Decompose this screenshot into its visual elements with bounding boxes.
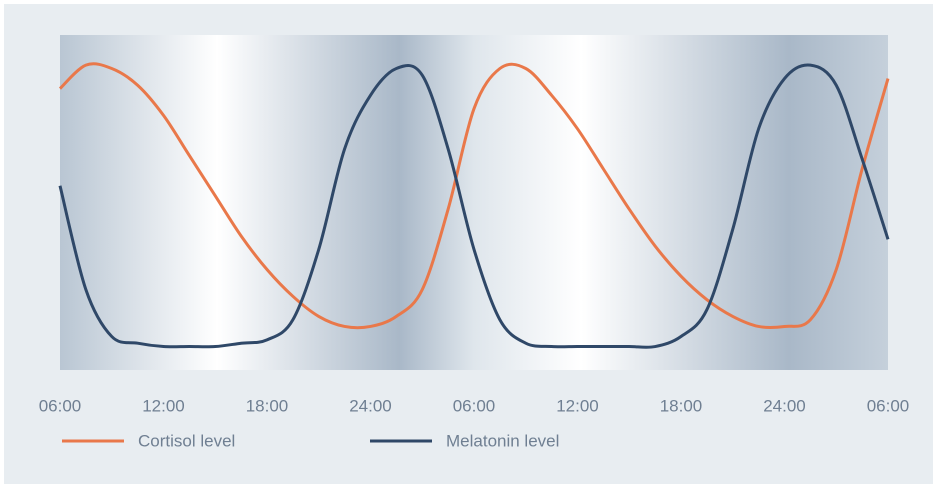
x-tick-label: 18:00 (246, 396, 289, 415)
x-tick-label: 06:00 (453, 396, 496, 415)
x-tick-label: 12:00 (556, 396, 599, 415)
x-tick-label: 24:00 (349, 396, 392, 415)
plot-area (60, 35, 888, 370)
x-tick-label: 06:00 (867, 396, 910, 415)
series-line (58, 63, 890, 349)
x-tick-label: 24:00 (763, 396, 806, 415)
legend-label: Cortisol level (138, 431, 235, 450)
x-tick-label: 18:00 (660, 396, 703, 415)
x-tick-label: 06:00 (39, 396, 82, 415)
legend-label: Melatonin level (446, 431, 559, 450)
x-tick-label: 12:00 (142, 396, 185, 415)
series-line (58, 62, 890, 330)
